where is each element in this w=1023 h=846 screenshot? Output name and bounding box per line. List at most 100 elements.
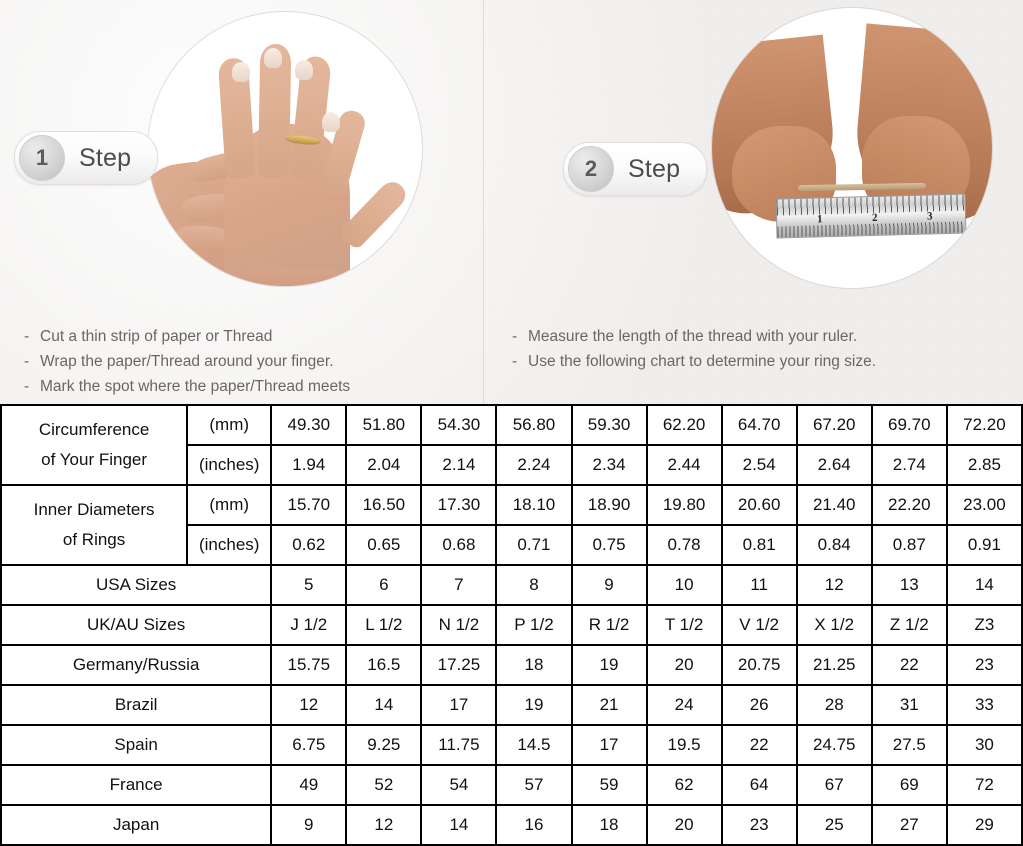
table-cell: 2.24 — [495, 444, 573, 486]
step-1-label: Step — [79, 143, 132, 172]
row-label: Japan — [0, 804, 273, 846]
table-cell: 20 — [645, 644, 723, 686]
table-cell: 13 — [870, 564, 948, 606]
table-cell: 67 — [795, 764, 873, 806]
table-cell: 59 — [570, 764, 648, 806]
ring-size-chart: Circumference of Your Finger (mm) 49.30 51.8… — [0, 404, 1023, 846]
table-cell: 56.80 — [495, 404, 573, 446]
instruction-line: - Cut a thin strip of paper or Thread — [24, 324, 350, 349]
instruction-line: - Use the following chart to determine yo… — [512, 349, 876, 374]
table-cell: 20 — [645, 804, 723, 846]
table-cell: 57 — [495, 764, 573, 806]
table-row: Brazil 12 14 17 19 21 24 26 28 31 33 — [0, 684, 1023, 726]
step-2-instructions: - Measure the length of the thread with y… — [512, 324, 876, 374]
table-cell: 0.91 — [945, 524, 1023, 566]
table-cell: 11.75 — [420, 724, 498, 766]
table-cell: 22 — [870, 644, 948, 686]
table-cell: 0.71 — [495, 524, 573, 566]
table-cell: 19.5 — [645, 724, 723, 766]
table-cell: 69.70 — [870, 404, 948, 446]
table-cell: 72 — [945, 764, 1023, 806]
fingernail-4 — [322, 112, 340, 132]
table-cell: 31 — [870, 684, 948, 726]
table-body: Circumference of Your Finger (mm) 49.30 51.8… — [0, 404, 1023, 846]
table-cell: 23.00 — [945, 484, 1023, 526]
bullet-dash-icon: - — [24, 328, 30, 345]
table-cell: 2.34 — [570, 444, 648, 486]
table-cell: 15.70 — [270, 484, 348, 526]
table-cell: 2.14 — [420, 444, 498, 486]
table-row: USA Sizes 5 6 7 8 9 10 11 12 13 14 — [0, 564, 1023, 606]
row-label: USA Sizes — [0, 564, 273, 606]
table-row: Germany/Russia 15.75 16.5 17.25 18 19 20 20.75 2… — [0, 644, 1023, 686]
table-cell: 72.20 — [945, 404, 1023, 446]
row-label: Inner Diameters of Rings — [0, 484, 189, 566]
table-cell: 11 — [720, 564, 798, 606]
table-cell: 0.84 — [795, 524, 873, 566]
ruler-ticks-top — [776, 194, 965, 216]
table-row: France 49 52 54 57 59 62 64 67 69 72 — [0, 764, 1023, 806]
table-cell: 2.74 — [870, 444, 948, 486]
table-cell: 23 — [720, 804, 798, 846]
table-row: Spain 6.75 9.25 11.75 14.5 17 19.5 22 24.75 27.5 3… — [0, 724, 1023, 766]
step-1-badge: 1 Step — [14, 131, 159, 185]
step-2-panel: 1 2 3 2 Step - Measure the length of the … — [484, 0, 1023, 404]
table-cell: 22 — [720, 724, 798, 766]
table-cell: 5 — [270, 564, 348, 606]
hand-illustration — [148, 12, 422, 286]
table-cell: 0.81 — [720, 524, 798, 566]
table-cell: 2.44 — [645, 444, 723, 486]
unit-cell: (inches) — [186, 444, 273, 486]
row-label: Circumference of Your Finger — [0, 404, 189, 486]
table-cell: 62.20 — [645, 404, 723, 446]
table-cell: 10 — [645, 564, 723, 606]
table-cell: 9 — [570, 564, 648, 606]
row-label: Germany/Russia — [0, 644, 273, 686]
table-cell: 6.75 — [270, 724, 348, 766]
table-cell: 69 — [870, 764, 948, 806]
step-2-badge: 2 Step — [563, 142, 708, 196]
table-cell: 20.75 — [720, 644, 798, 686]
panel-divider — [483, 0, 484, 404]
table-cell: 25 — [795, 804, 873, 846]
table-cell: 0.75 — [570, 524, 648, 566]
table-cell: 22.20 — [870, 484, 948, 526]
table-cell: 23 — [945, 644, 1023, 686]
instruction-text: Use the following chart to determine you… — [528, 353, 877, 370]
table-cell: 2.04 — [345, 444, 423, 486]
table-cell: 0.87 — [870, 524, 948, 566]
table-cell: 18.10 — [495, 484, 573, 526]
table-cell: 52 — [345, 764, 423, 806]
table-cell: 0.65 — [345, 524, 423, 566]
table-cell: 14.5 — [495, 724, 573, 766]
table-cell: 14 — [420, 804, 498, 846]
table-cell: R 1/2 — [570, 604, 648, 646]
table-cell: 0.62 — [270, 524, 348, 566]
table-cell: 15.75 — [270, 644, 348, 686]
hand-with-ring-photo — [148, 12, 422, 286]
table-cell: 6 — [345, 564, 423, 606]
table-cell: 2.54 — [720, 444, 798, 486]
table-cell: X 1/2 — [795, 604, 873, 646]
table-cell: 16 — [495, 804, 573, 846]
table-cell: J 1/2 — [270, 604, 348, 646]
row-label: Brazil — [0, 684, 273, 726]
table-cell: 17 — [420, 684, 498, 726]
step-1-instructions: - Cut a thin strip of paper or Thread - Wr… — [24, 324, 350, 399]
table-cell: 54.30 — [420, 404, 498, 446]
table-cell: 1.94 — [270, 444, 348, 486]
table-row: Circumference of Your Finger (mm) 49.30 51.8… — [0, 404, 1023, 486]
row-label-line: of Your Finger — [41, 450, 148, 469]
instruction-text: Wrap the paper/Thread around your finger… — [40, 353, 334, 370]
instructions-area: 1 Step - Cut a thin strip of paper or Thr… — [0, 0, 1023, 404]
table-cell: 21 — [570, 684, 648, 726]
table-cell: 2.85 — [945, 444, 1023, 486]
table-cell: L 1/2 — [345, 604, 423, 646]
table-cell: 64.70 — [720, 404, 798, 446]
table-cell: 14 — [945, 564, 1023, 606]
table-cell: 16.50 — [345, 484, 423, 526]
table-cell: 8 — [495, 564, 573, 606]
table-cell: N 1/2 — [420, 604, 498, 646]
table-cell: 7 — [420, 564, 498, 606]
table-cell: T 1/2 — [645, 604, 723, 646]
